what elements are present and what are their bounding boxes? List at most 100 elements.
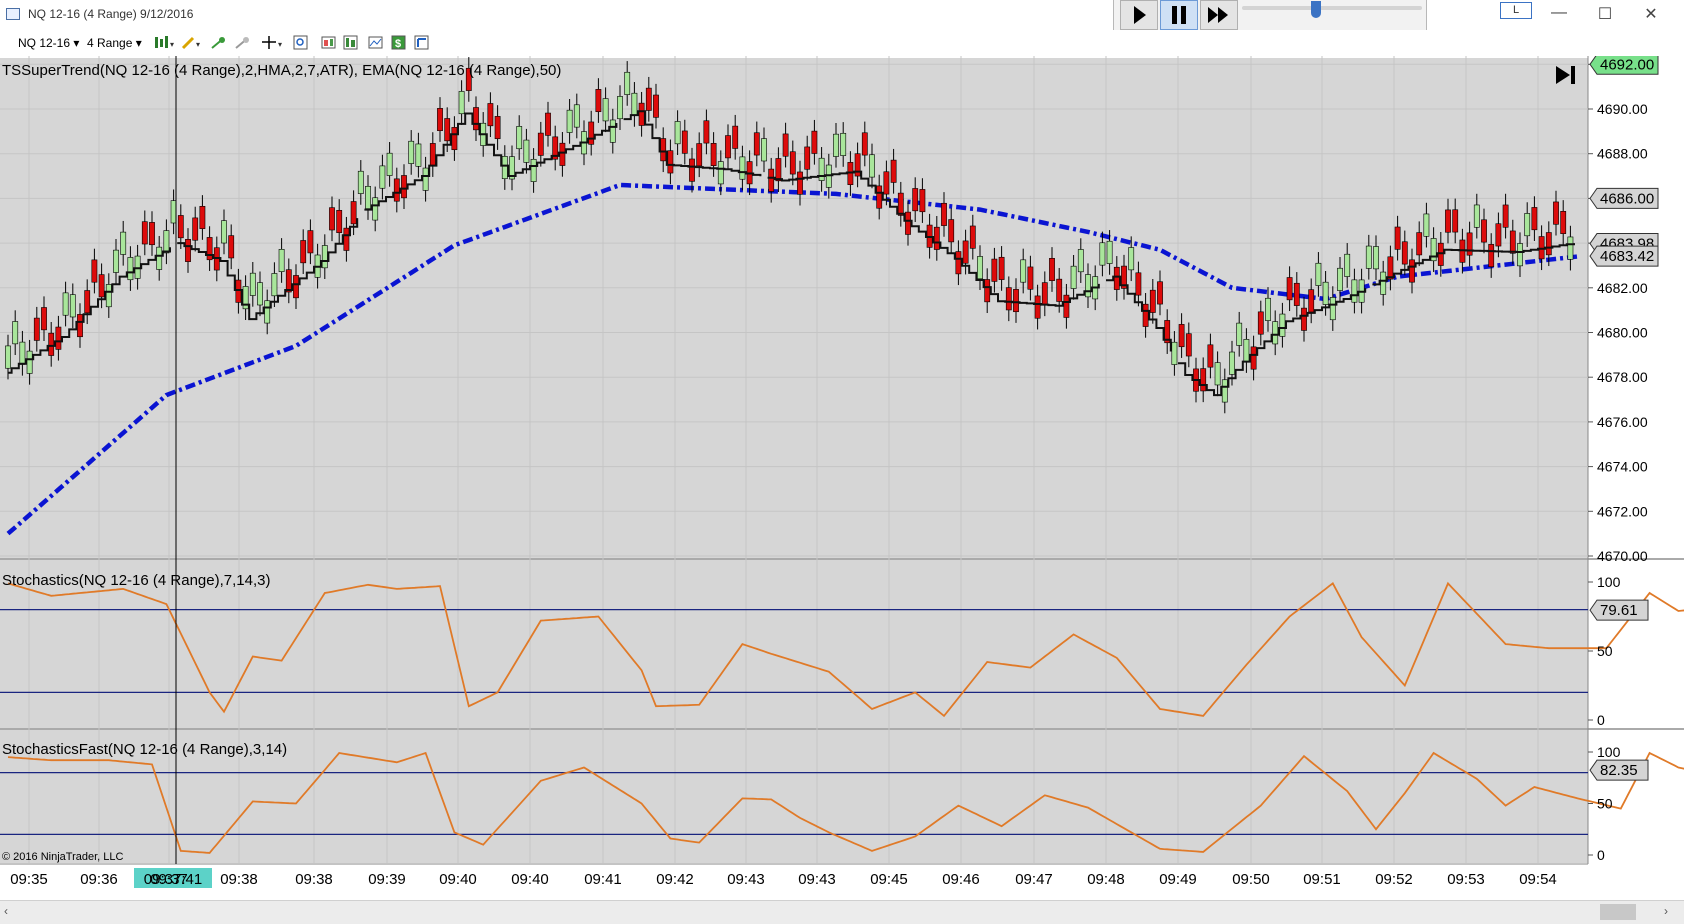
candle-down: [883, 171, 890, 195]
stochastics-fast-tick-label: 0: [1597, 847, 1605, 863]
candle-down: [1113, 266, 1120, 290]
stochastics-fast-line: [7, 751, 1684, 854]
stochastics-tick-label: 100: [1597, 574, 1621, 590]
price-tick-label: 4672.00: [1597, 503, 1648, 519]
candle-down: [962, 240, 969, 264]
playback-speed-track[interactable]: [1242, 6, 1422, 10]
time-tick-label: 09:40: [511, 871, 549, 888]
candle-down: [1041, 282, 1048, 306]
candle-down: [1481, 219, 1487, 243]
candle-up: [1099, 242, 1106, 266]
bar-style-icon[interactable]: ▾: [153, 35, 175, 50]
zoom-icon[interactable]: [293, 35, 308, 50]
play-button[interactable]: [1120, 0, 1158, 30]
add-indicator-icon[interactable]: [211, 35, 226, 50]
instrument-selector[interactable]: NQ 12-16 ▾: [18, 36, 80, 50]
drawing-pencil-icon[interactable]: ▾: [181, 35, 203, 50]
time-tick-label: 09:43: [798, 871, 836, 888]
candle-up: [1517, 243, 1523, 267]
period-selector[interactable]: 4 Range ▾: [87, 36, 142, 50]
scroll-left-icon[interactable]: ‹: [4, 904, 8, 918]
crosshair-icon[interactable]: ▾: [262, 35, 284, 50]
candle-down: [1394, 226, 1401, 250]
pause-button[interactable]: [1160, 0, 1198, 30]
candle-up: [624, 71, 631, 95]
candle-down: [1466, 232, 1473, 256]
candle-down: [897, 192, 904, 216]
playback-control-panel: [1113, 0, 1427, 34]
candle-up: [1365, 245, 1372, 269]
period-label: 4 Range: [87, 36, 133, 50]
candle-up: [977, 256, 983, 280]
candle-down: [732, 125, 739, 149]
candle-up: [609, 119, 616, 143]
candle-down: [465, 67, 472, 91]
candle-down: [645, 87, 652, 111]
playback-speed-thumb[interactable]: [1311, 1, 1321, 18]
candle-down: [444, 118, 451, 142]
scroll-to-end-bar[interactable]: [1571, 66, 1575, 84]
time-tick-label: 09:38: [220, 871, 258, 888]
stochastics-value-marker: 79.61: [1600, 602, 1638, 619]
candle-down: [235, 279, 242, 303]
strategy-icon[interactable]: [235, 35, 250, 50]
candle-up: [825, 164, 832, 188]
fast-forward-icon: [1208, 7, 1228, 23]
candle-up: [1351, 279, 1358, 303]
stochastics-tick-label: 50: [1597, 643, 1613, 659]
candle-down: [689, 158, 695, 182]
candle-down: [285, 269, 292, 293]
scroll-right-icon[interactable]: ›: [1664, 904, 1668, 918]
candle-down: [1056, 278, 1063, 302]
candle-up: [69, 294, 76, 318]
svg-text:$: $: [395, 38, 401, 50]
maximize-button[interactable]: ☐: [1597, 6, 1613, 23]
scroll-to-end-icon[interactable]: [1556, 66, 1570, 84]
candle-down: [77, 314, 83, 338]
time-tick-label: 09:54: [1519, 871, 1557, 888]
data-box-icon[interactable]: [343, 35, 358, 50]
close-button[interactable]: ✕: [1644, 6, 1658, 23]
minimize-button[interactable]: —: [1551, 4, 1567, 21]
candle-up: [1077, 249, 1084, 273]
candle-down: [343, 227, 350, 251]
stochastics-fast-tick-label: 100: [1597, 744, 1621, 760]
template-icon[interactable]: [368, 35, 383, 50]
candle-up: [221, 220, 227, 244]
time-tick-label: 09:35: [10, 871, 48, 888]
candle-down: [1308, 289, 1315, 313]
candle-down: [941, 202, 947, 226]
mode-button[interactable]: L: [1500, 2, 1532, 19]
candle-up: [379, 165, 386, 189]
properties-icon[interactable]: [321, 35, 336, 50]
time-tick-label: 09:46: [942, 871, 980, 888]
fast-forward-button[interactable]: [1200, 0, 1238, 30]
chart-app-icon: [6, 8, 20, 20]
candle-up: [105, 284, 112, 308]
candle-up: [1106, 240, 1113, 264]
price-tick-label: 4680.00: [1597, 325, 1648, 341]
candle-down: [1301, 307, 1307, 331]
scrollbar-thumb[interactable]: [1600, 904, 1636, 920]
candle-up: [170, 200, 177, 224]
candle-down: [429, 143, 436, 167]
candle-up: [357, 170, 364, 194]
candle-down: [955, 251, 962, 275]
candle-down: [861, 132, 868, 156]
candle-down: [588, 121, 595, 145]
crosshair-time-label-bg: [134, 868, 212, 888]
price-tick-label: 4688.00: [1597, 146, 1648, 162]
chart-trader-icon[interactable]: [414, 35, 429, 50]
stochastics-fast-tick-label: 50: [1597, 796, 1613, 812]
candle-down: [660, 138, 667, 162]
dollar-icon[interactable]: $: [391, 35, 406, 50]
horizontal-scrollbar[interactable]: ‹ ›: [0, 900, 1684, 924]
chart-canvas[interactable]: 09:37:41 4670.00 4672.00 4674.00 4676.00 467…: [0, 56, 1684, 900]
candle-up: [264, 300, 271, 324]
copyright-notice: © 2016 NinjaTrader, LLC: [2, 851, 123, 863]
candle-up: [1337, 267, 1343, 291]
candle-down: [1437, 242, 1444, 266]
candle-down: [487, 103, 494, 127]
candle-up: [840, 132, 847, 156]
candle-down: [1416, 232, 1423, 256]
